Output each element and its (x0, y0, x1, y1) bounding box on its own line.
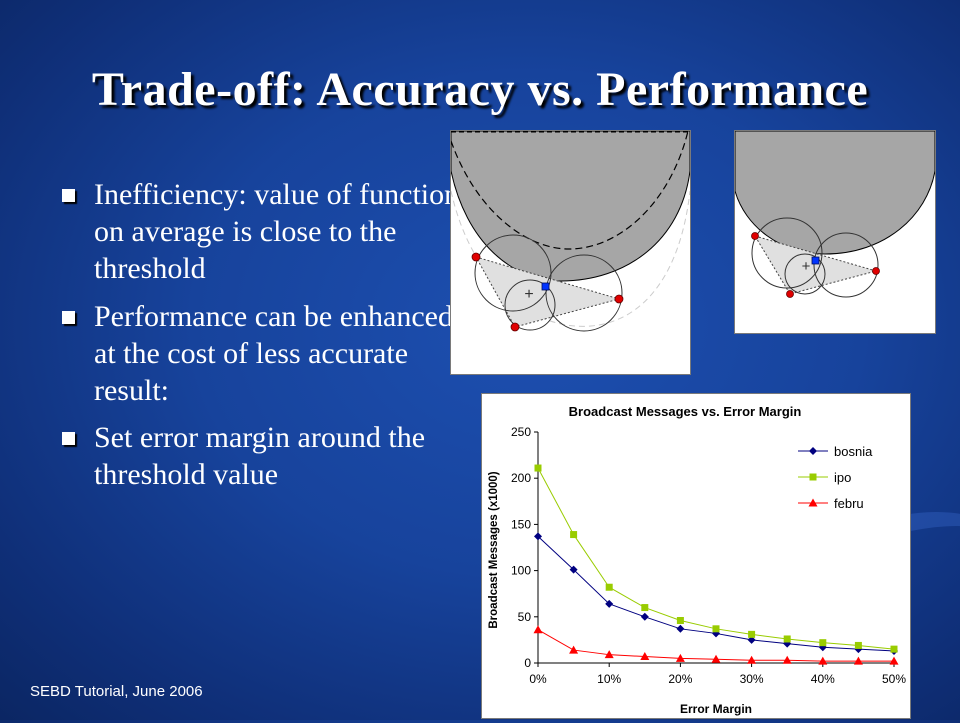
data-point (614, 294, 624, 304)
data-point-febru (747, 655, 757, 664)
axes: 0 50 100 150 200 250 0% 10% 20% 30% 40% 50% (511, 425, 906, 686)
y-tick-label: 0 (524, 656, 531, 670)
bullet-item: Inefficiency: value of function on avera… (60, 176, 460, 288)
data-point-febru (853, 656, 863, 665)
convex-hull-triangle (753, 235, 878, 295)
data-point-febru (818, 656, 828, 665)
threshold-diagram-right: + (734, 130, 936, 334)
bounding-sphere (545, 254, 623, 332)
bullet-item: Set error margin around the threshold va… (60, 419, 460, 493)
data-point-ipo (819, 639, 827, 647)
data-point-ipo (641, 604, 649, 612)
estimate-point (811, 256, 820, 265)
data-point-ipo (676, 616, 684, 624)
bounding-sphere (474, 234, 552, 312)
legend-marker-ipo (809, 473, 817, 481)
data-point-febru (533, 625, 543, 634)
x-axis-label: Error Margin (680, 702, 752, 716)
bullet-text: Set error margin around the threshold va… (94, 421, 426, 492)
data-point-bosnia (747, 635, 756, 644)
data-point-ipo (854, 641, 862, 649)
threshold-region (450, 130, 691, 282)
data-point (510, 322, 520, 332)
legend-marker-bosnia (809, 447, 817, 455)
centroid-marker: + (802, 258, 811, 275)
legend-label-febru: febru (834, 496, 864, 511)
data-point-febru (711, 654, 721, 663)
x-tick-label: 0% (529, 672, 547, 686)
data-point-bosnia (569, 565, 578, 574)
bounding-sphere (813, 232, 879, 298)
legend-label-ipo: ipo (834, 470, 851, 485)
legend-marker-febru (808, 498, 818, 507)
series-ipo (534, 464, 898, 653)
data-point (786, 290, 794, 298)
data-point-bosnia (640, 612, 649, 621)
legend: bosnia ipo febru (798, 444, 873, 511)
bullet-text: Performance can be enhanced at the cost … (94, 299, 453, 407)
data-point-ipo (890, 645, 898, 653)
broadcast-chart: Broadcast Messages vs. Error Margin Broa… (488, 404, 906, 716)
footer-text: SEBD Tutorial, June 2006 (30, 683, 203, 700)
data-point-bosnia (818, 643, 827, 652)
square-bullet-icon (62, 189, 75, 202)
data-point-febru (889, 656, 899, 665)
estimate-point (541, 282, 550, 291)
bullet-list: Inefficiency: value of function on avera… (60, 176, 460, 504)
threshold-diagram-left: + (450, 130, 691, 375)
data-point-ipo (748, 630, 756, 638)
data-point-ipo (712, 625, 720, 633)
square-bullet-icon (62, 310, 75, 324)
chart-panel: Broadcast Messages vs. Error Margin Broa… (481, 393, 911, 719)
x-tick-label: 30% (740, 672, 764, 686)
bullet-text: Inefficiency: value of function on avera… (94, 178, 460, 286)
data-point-ipo (534, 464, 542, 472)
legend-label-bosnia: bosnia (834, 444, 873, 459)
convex-hull-triangle (474, 256, 621, 328)
upper-margin-curve (450, 130, 689, 250)
bounding-sphere (751, 217, 823, 289)
data-point-ipo (783, 635, 791, 643)
series-febru (533, 625, 899, 665)
y-tick-label: 50 (518, 610, 532, 624)
bounding-sphere (784, 253, 826, 295)
y-axis-label: Broadcast Messages (x1000) (488, 471, 500, 628)
data-point (872, 267, 880, 275)
data-point-bosnia (534, 532, 542, 541)
bounding-sphere (504, 279, 556, 331)
centroid-marker: + (524, 286, 533, 303)
data-point-ipo (605, 583, 613, 591)
threshold-diagram-left-svg: + (450, 130, 691, 332)
data-point-febru (782, 655, 792, 664)
data-point-febru (569, 645, 579, 654)
threshold-region (734, 130, 936, 255)
series-bosnia (534, 532, 898, 655)
series-layer (533, 464, 899, 665)
data-point-febru (604, 650, 614, 659)
threshold-diagram-right-svg: + (734, 130, 936, 298)
data-point-febru (675, 653, 685, 662)
x-tick-label: 40% (811, 672, 835, 686)
data-point (471, 252, 481, 262)
y-tick-label: 250 (511, 425, 531, 439)
data-point-bosnia (676, 624, 685, 633)
data-point (751, 232, 759, 240)
data-point-febru (640, 652, 650, 661)
x-tick-label: 50% (882, 672, 906, 686)
data-point-ipo (570, 531, 578, 539)
data-point-bosnia (605, 599, 614, 608)
slide-title: Trade-off: Accuracy vs. Performance (91, 63, 869, 116)
x-tick-label: 20% (668, 672, 692, 686)
y-tick-label: 100 (511, 564, 531, 578)
bullet-item: Performance can be enhanced at the cost … (60, 298, 460, 410)
y-tick-label: 200 (511, 471, 531, 485)
y-tick-label: 150 (511, 517, 531, 531)
x-tick-label: 10% (597, 672, 621, 686)
chart-title: Broadcast Messages vs. Error Margin (569, 404, 802, 419)
square-bullet-icon (62, 432, 75, 446)
